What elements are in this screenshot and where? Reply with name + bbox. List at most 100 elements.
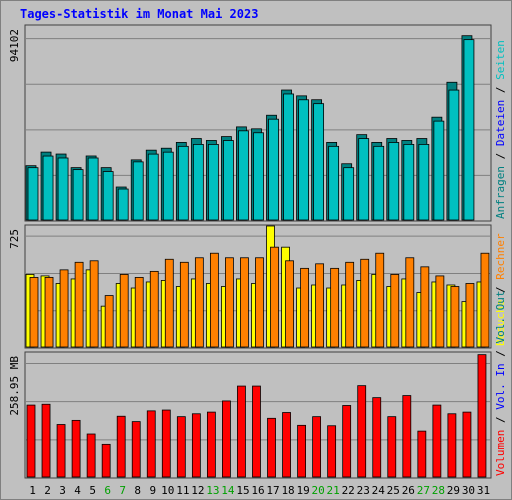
bar-seiten	[358, 138, 370, 221]
legend-separator: /	[494, 344, 507, 364]
x-tick-label: 12	[191, 484, 204, 497]
bar-volumen	[417, 430, 427, 478]
x-tick-label: 28	[432, 484, 445, 497]
x-tick-label: 15	[236, 484, 249, 497]
legend-entry-seiten: Seiten	[494, 40, 507, 80]
x-tick-label: 23	[357, 484, 370, 497]
bar-seiten	[132, 161, 144, 221]
bar-volumen	[161, 409, 171, 478]
bar-seiten	[463, 39, 475, 221]
bar-volumen	[252, 385, 261, 478]
x-tick-label: 22	[342, 484, 355, 497]
x-tick-label: 5	[89, 484, 96, 497]
legend-entry-volumen: Volumen	[494, 430, 507, 476]
bar-seiten	[433, 120, 445, 221]
bar-seiten	[328, 145, 340, 221]
x-tick-label: 2	[44, 484, 51, 497]
bar-volumen	[432, 404, 442, 478]
x-tick-label: 10	[161, 484, 174, 497]
bar-rechner	[44, 277, 54, 348]
bar-rechner	[330, 267, 340, 348]
bar-rechner	[29, 277, 39, 348]
bar-rechner	[255, 257, 264, 348]
bar-rechner	[405, 257, 415, 348]
bar-seiten	[87, 157, 99, 221]
bar-volumen	[56, 424, 66, 478]
bar-volumen	[41, 403, 51, 478]
bar-rechner	[390, 273, 400, 348]
legend-entry-vol-out: Vol. Out	[494, 291, 507, 344]
bar-volumen	[372, 397, 382, 478]
bar-seiten	[343, 167, 355, 221]
legend-entry-rechner: Rechner	[494, 233, 507, 280]
x-tick-label: 29	[447, 484, 460, 497]
bar-volumen	[447, 413, 457, 478]
legend-separator: /	[494, 80, 507, 100]
x-tick-label: 11	[176, 484, 189, 497]
x-tick-label: 13	[206, 484, 219, 497]
x-tick-label: 19	[296, 484, 309, 497]
bar-rechner	[285, 260, 294, 348]
x-tick-label: 8	[134, 484, 141, 497]
bar-seiten	[313, 103, 325, 221]
bar-rechner	[300, 267, 309, 348]
legend-middle: Besuche / Rechner	[494, 233, 507, 346]
bar-rechner	[59, 269, 69, 348]
bar-seiten	[298, 99, 309, 221]
x-tick-label: 16	[251, 484, 264, 497]
bar-seiten	[223, 140, 234, 221]
chart-title: Tages-Statistik im Monat Mai 2023	[20, 7, 259, 21]
bar-volumen	[477, 354, 487, 478]
bar-volumen	[146, 410, 156, 478]
bar-volumen	[357, 385, 367, 478]
bar-rechner	[480, 252, 490, 348]
bar-seiten	[72, 169, 84, 221]
bar-volumen	[222, 400, 231, 478]
bar-seiten	[117, 188, 129, 221]
bar-seiten	[283, 93, 294, 221]
x-tick-label: 20	[312, 484, 325, 497]
bar-rechner	[360, 258, 370, 348]
ytick-label-bottom: 258.95 MB	[8, 356, 21, 416]
bar-volumen	[101, 443, 111, 478]
bar-seiten	[192, 143, 204, 221]
bar-seiten	[147, 153, 159, 221]
bar-volumen	[282, 412, 291, 478]
bar-rechner	[240, 257, 249, 348]
legend-top: Anfragen / Dateien / Seiten	[494, 40, 507, 219]
bar-volumen	[297, 424, 306, 478]
bar-seiten	[177, 145, 189, 221]
bar-rechner	[450, 286, 460, 348]
bar-rechner	[270, 246, 279, 348]
bar-volumen	[342, 405, 352, 478]
bar-volumen	[86, 433, 96, 478]
legend-entry-besuche: Besuche	[494, 300, 507, 346]
legend-separator: /	[494, 410, 507, 430]
bar-seiten	[253, 132, 264, 221]
x-tick-label: 21	[327, 484, 340, 497]
bar-volumen	[176, 416, 186, 478]
bar-rechner	[134, 277, 144, 348]
bar-seiten	[373, 145, 385, 221]
bar-volumen	[131, 421, 141, 478]
bar-volumen	[387, 416, 397, 478]
bar-volumen	[327, 425, 337, 478]
bar-rechner	[179, 261, 189, 348]
x-tick-label: 17	[266, 484, 279, 497]
bar-rechner	[345, 261, 355, 348]
bar-seiten	[388, 142, 400, 221]
x-tick-label: 18	[281, 484, 294, 497]
bar-seiten	[403, 143, 415, 221]
bar-rechner	[465, 283, 475, 348]
bar-volumen	[71, 419, 81, 478]
bar-rechner	[209, 252, 219, 348]
bar-volumen	[237, 385, 246, 478]
bar-seiten	[418, 143, 430, 221]
bar-rechner	[104, 295, 114, 348]
legend-bottom: Volumen / Vol. In / Vol. Out	[494, 291, 507, 476]
x-tick-label: 6	[104, 484, 111, 497]
x-tick-label: 9	[149, 484, 156, 497]
bar-rechner	[164, 258, 174, 348]
bar-seiten	[268, 118, 279, 221]
